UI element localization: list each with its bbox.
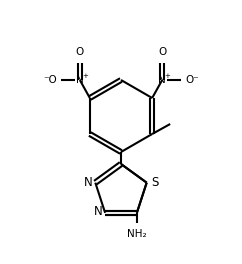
Text: ⁻O: ⁻O [43, 75, 57, 85]
Text: N: N [76, 75, 84, 85]
Text: S: S [151, 176, 158, 189]
Text: N: N [94, 205, 103, 218]
Text: +: + [82, 73, 88, 79]
Text: N: N [84, 176, 93, 189]
Text: N: N [158, 75, 166, 85]
Text: O: O [76, 47, 84, 57]
Text: NH₂: NH₂ [127, 229, 147, 239]
Text: O: O [158, 47, 166, 57]
Text: +: + [164, 73, 170, 79]
Text: O⁻: O⁻ [185, 75, 199, 85]
